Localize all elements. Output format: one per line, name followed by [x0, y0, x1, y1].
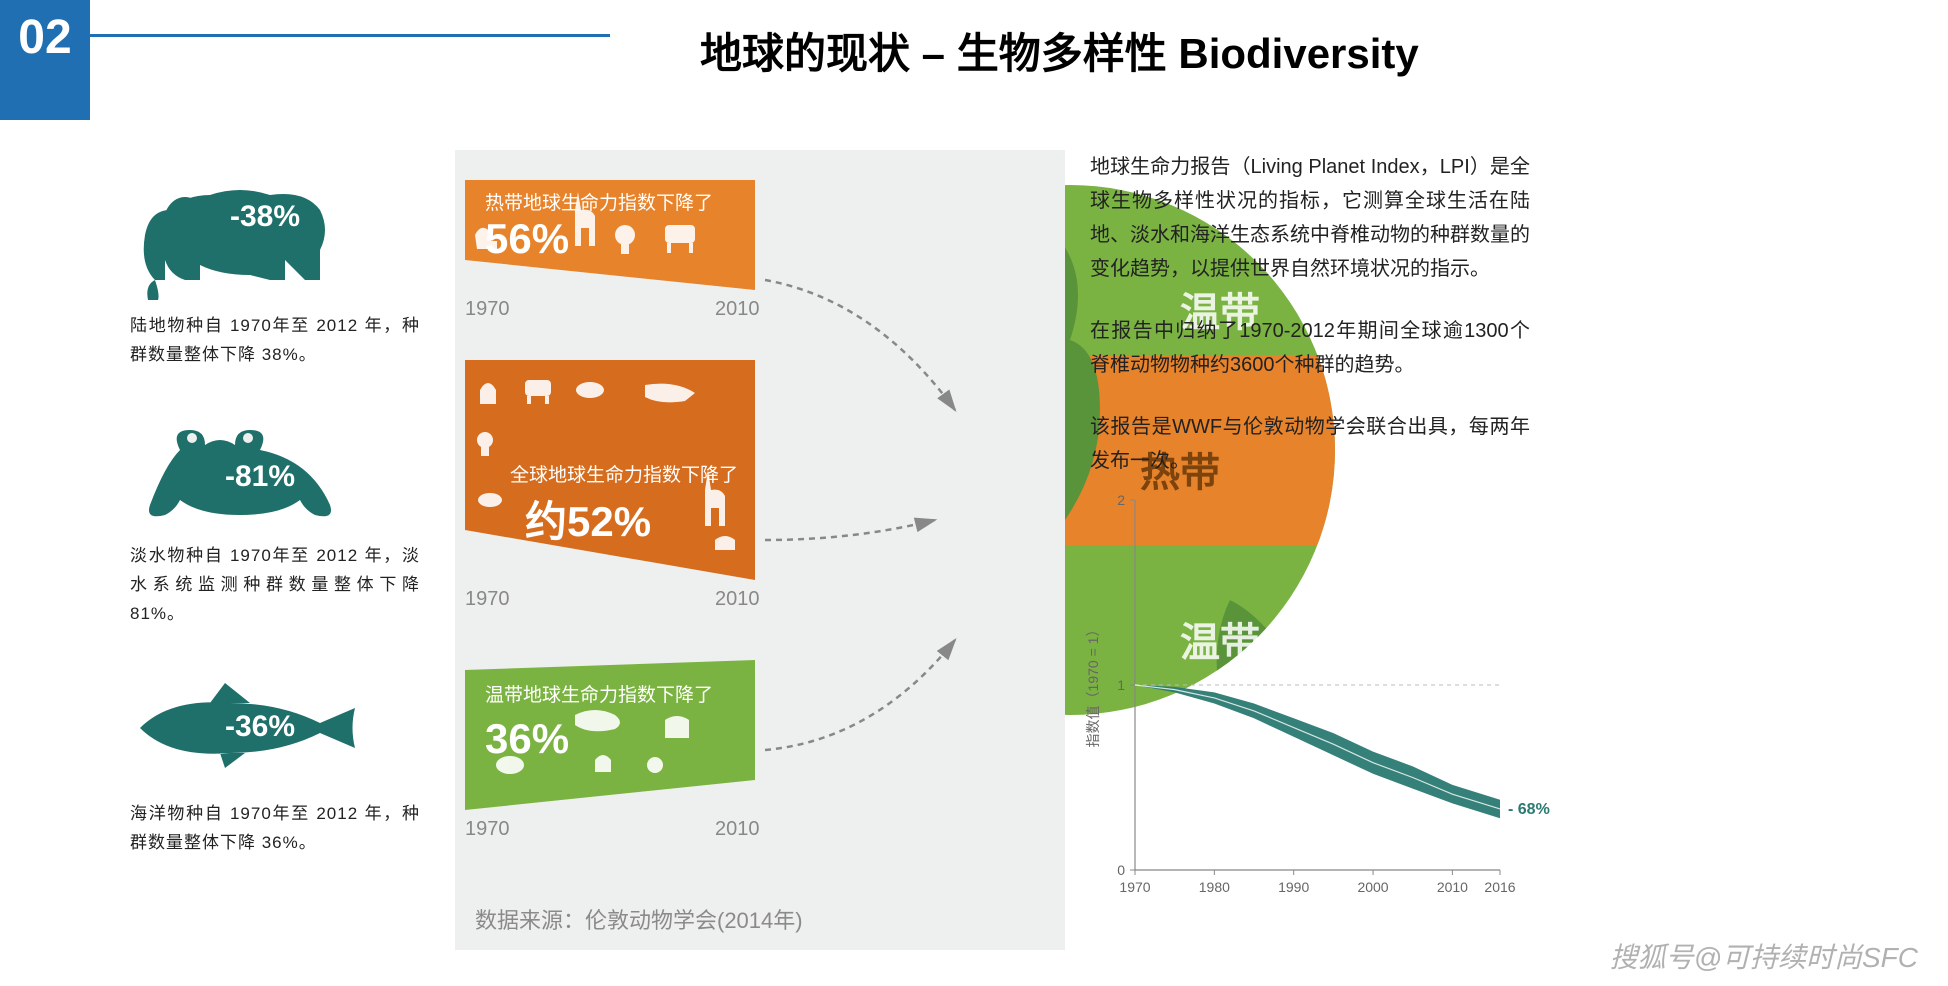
elephant-caption: 陆地物种自 1970年至 2012 年，种群数量整体下降 38%。 [130, 312, 420, 370]
species-block-elephant: -38% 陆地物种自 1970年至 2012 年，种群数量整体下降 38%。 [130, 180, 420, 370]
svg-text:1990: 1990 [1278, 879, 1309, 895]
wedge-arrows [755, 150, 1065, 930]
section-number: 02 [18, 10, 71, 65]
wedge-temperate-end: 2010 [715, 818, 760, 841]
wedge-global-end: 2010 [715, 588, 760, 611]
right-para-1: 地球生命力报告（Living Planet Index，LPI）是全球生物多样性… [1090, 150, 1530, 286]
svg-text:0: 0 [1117, 862, 1125, 878]
fish-icon: -36% [130, 668, 360, 788]
center-infographic: 热带地球生命力指数下降了 56% 1970 2010 全球地球生命力指数下降了 … [455, 150, 1065, 950]
watermark: 搜狐号@可持续时尚SFC [1610, 936, 1918, 976]
wedge-global-title: 全球地球生命力指数下降了 [510, 460, 738, 487]
left-species-column: -38% 陆地物种自 1970年至 2012 年，种群数量整体下降 38%。 -… [130, 180, 420, 898]
species-block-frog: -81% 淡水物种自 1970年至 2012 年，淡水系统监测种群数量整体下降 … [130, 410, 420, 629]
wedge-tropical-title: 热带地球生命力指数下降了 [485, 188, 713, 215]
svg-text:2: 2 [1117, 492, 1125, 508]
section-rule [90, 34, 610, 37]
wedge-global: 全球地球生命力指数下降了 约52% 1970 2010 [455, 360, 775, 620]
wedge-temperate-title: 温带地球生命力指数下降了 [485, 680, 713, 707]
page-title: 地球的现状 – 生物多样性 Biodiversity [700, 20, 1419, 81]
wedge-tropical-start: 1970 [465, 298, 510, 321]
elephant-icon: -38% [130, 180, 360, 300]
fish-caption: 海洋物种自 1970年至 2012 年，种群数量整体下降 36%。 [130, 800, 420, 858]
wedge-tropical: 热带地球生命力指数下降了 56% 1970 2010 [455, 180, 775, 330]
svg-text:1980: 1980 [1199, 879, 1230, 895]
wedge-global-start: 1970 [465, 588, 510, 611]
svg-text:2010: 2010 [1437, 879, 1468, 895]
wedge-tropical-end: 2010 [715, 298, 760, 321]
right-para-2: 在报告中归纳了1970-2012年期间全球逾1300个脊椎动物物种约3600个种… [1090, 314, 1530, 382]
svg-text:2016: 2016 [1484, 879, 1515, 895]
svg-text:2000: 2000 [1357, 879, 1388, 895]
fish-pct: -36% [225, 710, 295, 744]
svg-text:- 68%: - 68% [1508, 801, 1550, 818]
wedge-temperate-start: 1970 [465, 818, 510, 841]
right-text-column: 地球生命力报告（Living Planet Index，LPI）是全球生物多样性… [1090, 150, 1530, 506]
svg-text:1970: 1970 [1119, 879, 1150, 895]
frog-pct: -81% [225, 460, 295, 494]
wedge-temperate-pct: 36% [485, 715, 569, 763]
right-para-3: 该报告是WWF与伦敦动物学会联合出具，每两年发布一次。 [1090, 410, 1530, 478]
frog-caption: 淡水物种自 1970年至 2012 年，淡水系统监测种群数量整体下降 81%。 [130, 542, 420, 629]
lpi-line-chart: 0 1 2 1970 1980 1990 2000 2010 2016 - 68% 指数值（1970… [1080, 490, 1550, 910]
center-source: 数据来源：伦敦动物学会(2014年) [475, 903, 803, 935]
svg-text:1: 1 [1117, 677, 1125, 693]
frog-icon: -81% [130, 410, 360, 530]
svg-text:指数值（1970 = 1）: 指数值（1970 = 1） [1085, 623, 1101, 748]
species-block-fish: -36% 海洋物种自 1970年至 2012 年，种群数量整体下降 36%。 [130, 668, 420, 858]
section-number-badge: 02 [0, 0, 90, 120]
wedge-temperate: 温带地球生命力指数下降了 36% 1970 2010 [455, 660, 775, 850]
elephant-pct: -38% [230, 200, 300, 234]
wedge-tropical-pct: 56% [485, 215, 569, 263]
wedge-global-pct: 约52% [525, 488, 651, 549]
